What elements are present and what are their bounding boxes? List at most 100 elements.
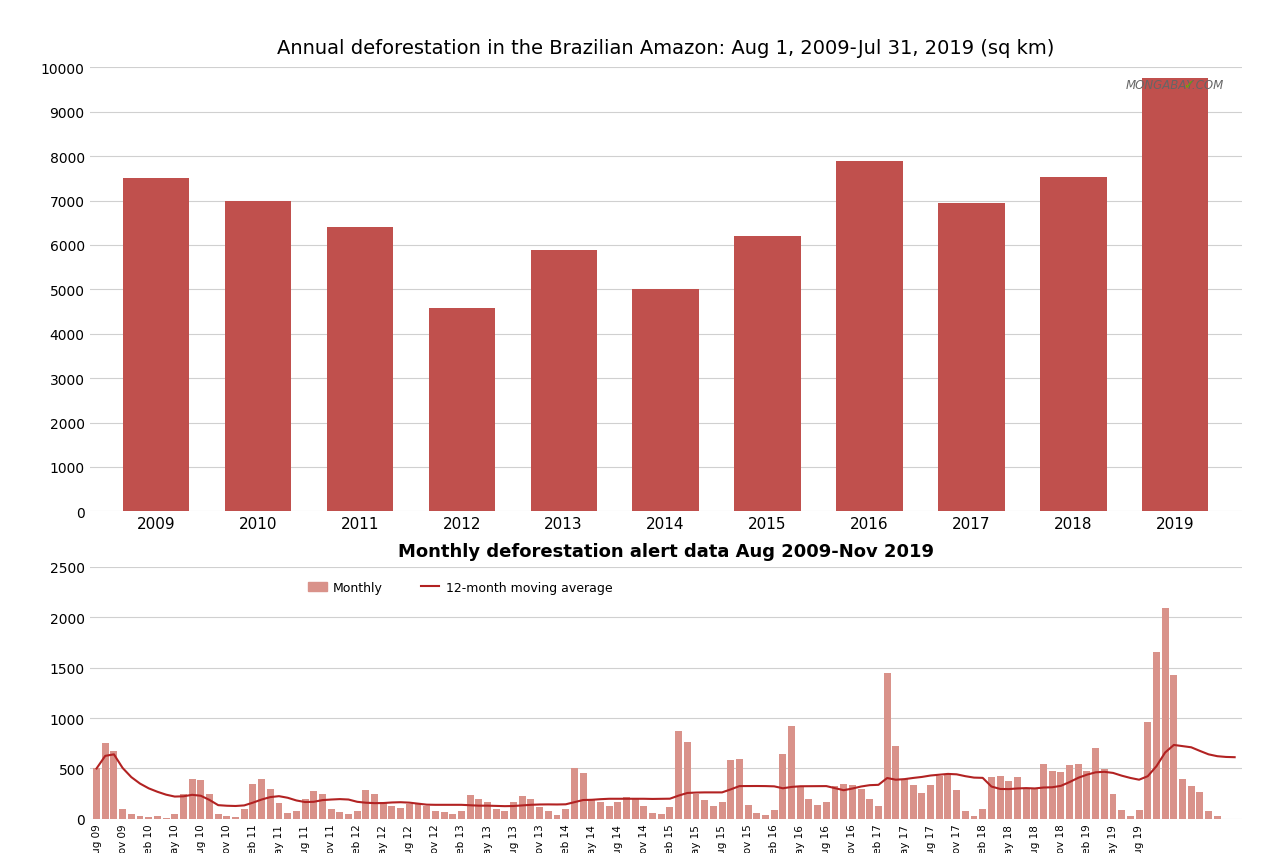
Bar [180, 793, 187, 819]
Title: Annual deforestation in the Brazilian Amazon: Aug 1, 2009-Jul 31, 2019 (sq km): Annual deforestation in the Brazilian Am… [276, 39, 1055, 58]
Bar [823, 802, 829, 819]
Bar [293, 811, 300, 819]
Bar [1066, 765, 1073, 819]
Bar [93, 769, 100, 819]
Bar [562, 809, 570, 819]
Bar [927, 785, 934, 819]
Bar [326, 228, 393, 512]
Bar [632, 798, 639, 819]
Bar [275, 803, 283, 819]
Bar [197, 780, 205, 819]
Bar [632, 289, 699, 512]
Bar [814, 804, 820, 819]
Bar [701, 800, 708, 819]
Bar [1126, 815, 1134, 819]
Bar [961, 811, 969, 819]
Bar [527, 798, 535, 819]
Bar [997, 775, 1004, 819]
Bar [735, 236, 801, 512]
Bar [762, 815, 769, 819]
Bar [919, 792, 925, 819]
Bar [429, 309, 495, 512]
Bar [1188, 786, 1194, 819]
Bar [727, 761, 735, 819]
Bar [667, 807, 673, 819]
Title: Monthly deforestation alert data Aug 2009-Nov 2019: Monthly deforestation alert data Aug 200… [398, 543, 933, 560]
Bar [353, 811, 361, 819]
Bar [736, 759, 742, 819]
Bar [1092, 748, 1100, 819]
Bar [467, 795, 474, 819]
Bar [1170, 675, 1178, 819]
Text: ✓: ✓ [1183, 79, 1193, 92]
Bar [1179, 779, 1187, 819]
Bar [346, 814, 352, 819]
Bar [876, 806, 882, 819]
Bar [224, 815, 230, 819]
Bar [710, 806, 717, 819]
Bar [571, 769, 577, 819]
Bar [596, 802, 604, 819]
Bar [605, 806, 613, 819]
Text: MONGABAY.COM: MONGABAY.COM [1126, 79, 1224, 92]
Bar [475, 798, 483, 819]
Bar [380, 802, 387, 819]
Bar [484, 802, 492, 819]
Bar [1135, 809, 1143, 819]
Bar [371, 793, 378, 819]
Bar [431, 811, 439, 819]
Bar [1048, 772, 1056, 819]
Bar [110, 751, 118, 819]
Bar [302, 798, 308, 819]
Bar [938, 204, 1005, 512]
Bar [1119, 809, 1125, 819]
Bar [406, 804, 412, 819]
Bar [553, 815, 561, 819]
Bar [1032, 789, 1038, 819]
Bar [658, 814, 664, 819]
Bar [892, 746, 900, 819]
Bar [397, 808, 404, 819]
Bar [310, 791, 317, 819]
Bar [840, 784, 847, 819]
Bar [337, 812, 343, 819]
Bar [259, 779, 265, 819]
Bar [1213, 815, 1221, 819]
Bar [328, 809, 334, 819]
Bar [284, 813, 291, 819]
Bar [788, 726, 795, 819]
Bar [362, 790, 370, 819]
Bar [511, 802, 517, 819]
Bar [836, 162, 902, 512]
Bar [832, 786, 838, 819]
Bar [206, 793, 212, 819]
Bar [250, 784, 256, 819]
Bar [458, 811, 465, 819]
Bar [232, 817, 239, 819]
Bar [883, 673, 891, 819]
Bar [901, 779, 908, 819]
Bar [614, 802, 621, 819]
Bar [1204, 811, 1212, 819]
Bar [545, 811, 552, 819]
Bar [771, 809, 778, 819]
Bar [945, 775, 951, 819]
Bar [979, 809, 986, 819]
Bar [867, 798, 873, 819]
Bar [502, 811, 508, 819]
Bar [1162, 608, 1169, 819]
Bar [718, 802, 726, 819]
Bar [145, 817, 152, 819]
Bar [123, 179, 189, 512]
Bar [415, 803, 421, 819]
Bar [970, 815, 978, 819]
Bar [1075, 764, 1082, 819]
Bar [910, 785, 916, 819]
Bar [1083, 772, 1091, 819]
Bar [119, 809, 127, 819]
Bar [988, 776, 995, 819]
Bar [684, 742, 691, 819]
Bar [623, 797, 630, 819]
Bar [589, 798, 595, 819]
Bar [440, 812, 448, 819]
